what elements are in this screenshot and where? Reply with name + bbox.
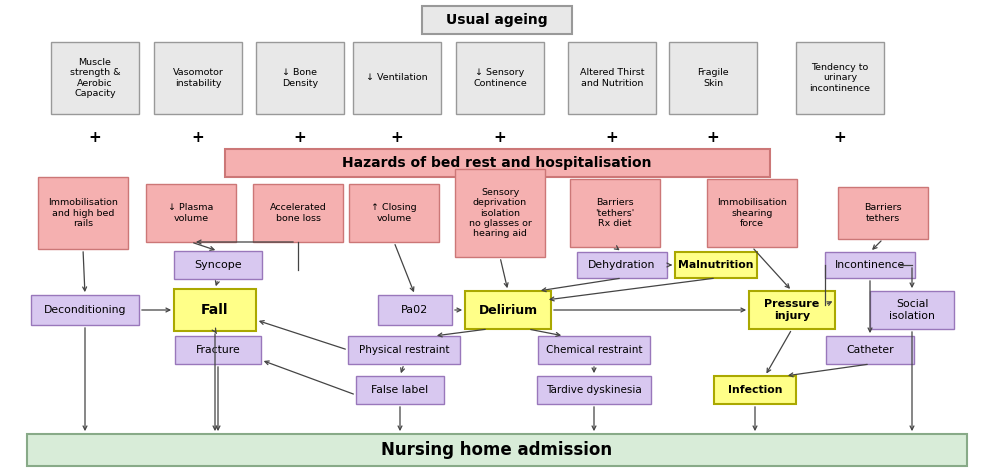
Text: Incontinence: Incontinence bbox=[835, 260, 905, 270]
FancyBboxPatch shape bbox=[51, 42, 139, 114]
Text: Syncope: Syncope bbox=[194, 260, 242, 270]
Text: Immobilisation
and high bed
rails: Immobilisation and high bed rails bbox=[48, 199, 118, 228]
FancyBboxPatch shape bbox=[825, 252, 915, 278]
FancyBboxPatch shape bbox=[675, 252, 757, 278]
Text: Physical restraint: Physical restraint bbox=[358, 345, 449, 355]
FancyBboxPatch shape bbox=[749, 291, 835, 329]
FancyBboxPatch shape bbox=[707, 179, 797, 247]
FancyBboxPatch shape bbox=[348, 336, 460, 364]
Text: Malnutrition: Malnutrition bbox=[679, 260, 754, 270]
Text: +: + bbox=[391, 131, 404, 145]
Text: Dehydration: Dehydration bbox=[588, 260, 656, 270]
Text: Muscle
strength &
Aerobic
Capacity: Muscle strength & Aerobic Capacity bbox=[69, 58, 120, 97]
Text: Altered Thirst
and Nutrition: Altered Thirst and Nutrition bbox=[580, 68, 644, 87]
Text: +: + bbox=[89, 131, 102, 145]
Text: Nursing home admission: Nursing home admission bbox=[382, 441, 612, 459]
Text: +: + bbox=[191, 131, 204, 145]
Text: ↓ Plasma
volume: ↓ Plasma volume bbox=[168, 203, 213, 222]
FancyBboxPatch shape bbox=[353, 42, 441, 114]
Text: Fragile
Skin: Fragile Skin bbox=[697, 68, 729, 87]
Text: Fall: Fall bbox=[201, 303, 229, 317]
Text: +: + bbox=[294, 131, 306, 145]
FancyBboxPatch shape bbox=[253, 184, 343, 242]
Text: +: + bbox=[707, 131, 719, 145]
FancyBboxPatch shape bbox=[537, 376, 651, 404]
Text: ↓ Sensory
Continence: ↓ Sensory Continence bbox=[473, 68, 527, 87]
Text: ↓ Bone
Density: ↓ Bone Density bbox=[282, 68, 318, 87]
FancyBboxPatch shape bbox=[31, 295, 139, 325]
FancyBboxPatch shape bbox=[175, 336, 261, 364]
FancyBboxPatch shape bbox=[225, 149, 769, 177]
FancyBboxPatch shape bbox=[456, 42, 544, 114]
Text: Chemical restraint: Chemical restraint bbox=[546, 345, 642, 355]
FancyBboxPatch shape bbox=[27, 434, 967, 466]
FancyBboxPatch shape bbox=[714, 376, 796, 404]
Text: Pressure
injury: Pressure injury bbox=[764, 299, 820, 321]
Text: Deconditioning: Deconditioning bbox=[43, 305, 126, 315]
FancyBboxPatch shape bbox=[455, 169, 545, 257]
FancyBboxPatch shape bbox=[538, 336, 650, 364]
FancyBboxPatch shape bbox=[146, 184, 236, 242]
FancyBboxPatch shape bbox=[826, 336, 914, 364]
Text: Tardive dyskinesia: Tardive dyskinesia bbox=[546, 385, 641, 395]
FancyBboxPatch shape bbox=[568, 42, 656, 114]
Text: Immobilisation
shearing
force: Immobilisation shearing force bbox=[717, 199, 786, 228]
FancyBboxPatch shape bbox=[378, 295, 452, 325]
Text: Catheter: Catheter bbox=[846, 345, 894, 355]
Text: +: + bbox=[493, 131, 507, 145]
Text: Social
isolation: Social isolation bbox=[889, 299, 934, 321]
FancyBboxPatch shape bbox=[356, 376, 444, 404]
FancyBboxPatch shape bbox=[669, 42, 757, 114]
Text: Barriers
'tethers'
Rx diet: Barriers 'tethers' Rx diet bbox=[595, 199, 634, 228]
Text: Accelerated
bone loss: Accelerated bone loss bbox=[270, 203, 326, 222]
FancyBboxPatch shape bbox=[256, 42, 344, 114]
Text: Vasomotor
instability: Vasomotor instability bbox=[172, 68, 224, 87]
FancyBboxPatch shape bbox=[174, 251, 262, 279]
Text: ↓ Ventilation: ↓ Ventilation bbox=[367, 74, 428, 83]
Text: Delirium: Delirium bbox=[478, 304, 538, 316]
FancyBboxPatch shape bbox=[38, 177, 128, 249]
FancyBboxPatch shape bbox=[577, 252, 667, 278]
FancyBboxPatch shape bbox=[174, 289, 256, 331]
Text: ↑ Closing
volume: ↑ Closing volume bbox=[372, 203, 417, 222]
FancyBboxPatch shape bbox=[349, 184, 439, 242]
Text: Barriers
tethers: Barriers tethers bbox=[864, 203, 902, 222]
FancyBboxPatch shape bbox=[422, 6, 572, 34]
Text: Pa02: Pa02 bbox=[402, 305, 429, 315]
FancyBboxPatch shape bbox=[465, 291, 551, 329]
FancyBboxPatch shape bbox=[796, 42, 884, 114]
Text: +: + bbox=[834, 131, 846, 145]
Text: Fracture: Fracture bbox=[195, 345, 241, 355]
Text: Infection: Infection bbox=[728, 385, 782, 395]
Text: Tendency to
urinary
incontinence: Tendency to urinary incontinence bbox=[810, 64, 870, 93]
Text: Usual ageing: Usual ageing bbox=[446, 13, 548, 27]
Text: Hazards of bed rest and hospitalisation: Hazards of bed rest and hospitalisation bbox=[342, 156, 652, 170]
FancyBboxPatch shape bbox=[154, 42, 242, 114]
FancyBboxPatch shape bbox=[570, 179, 660, 247]
Text: False label: False label bbox=[372, 385, 429, 395]
Text: +: + bbox=[605, 131, 618, 145]
FancyBboxPatch shape bbox=[838, 187, 928, 239]
Text: Sensory
deprivation
isolation
no glasses or
hearing aid: Sensory deprivation isolation no glasses… bbox=[468, 189, 532, 238]
FancyBboxPatch shape bbox=[870, 291, 954, 329]
